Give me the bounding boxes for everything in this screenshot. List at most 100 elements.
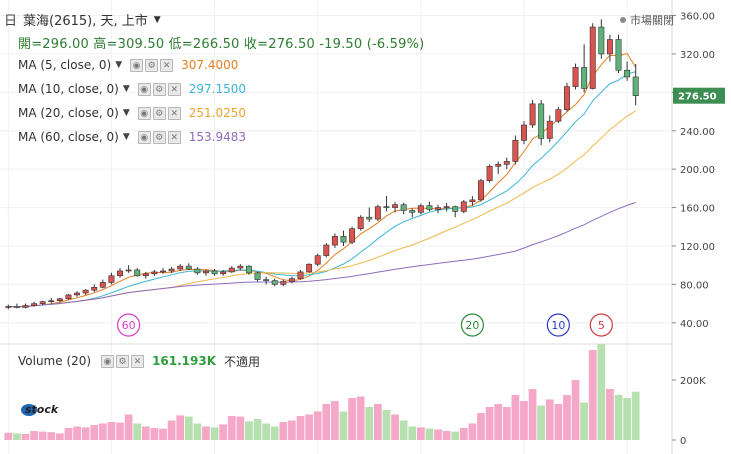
- candle-body: [39, 301, 46, 304]
- indicator-value: 307.4000: [181, 58, 239, 72]
- candle-body: [13, 306, 20, 308]
- volume-bar: [373, 404, 382, 440]
- candle-body: [426, 205, 433, 210]
- indicator-label[interactable]: Volume (20): [18, 354, 92, 368]
- gear-icon[interactable]: ⚙: [116, 354, 130, 368]
- candle-body: [581, 67, 588, 89]
- candle-body: [374, 206, 381, 220]
- volume-bar: [554, 404, 563, 440]
- candle-body: [56, 298, 63, 302]
- gear-icon[interactable]: ⚙: [145, 58, 159, 72]
- period-marker-label[interactable]: 20: [465, 319, 479, 332]
- chevron-down-icon[interactable]: ▼: [153, 14, 161, 25]
- current-price-badge[interactable]: [673, 87, 725, 104]
- candle-body: [400, 204, 407, 211]
- close-icon[interactable]: ✕: [167, 130, 181, 144]
- candle-body: [91, 286, 98, 291]
- close-icon[interactable]: ✕: [167, 82, 181, 96]
- eye-icon[interactable]: ◉: [101, 354, 115, 368]
- close-icon[interactable]: ✕: [167, 106, 181, 120]
- volume-bar: [477, 413, 485, 440]
- candle-body: [323, 244, 330, 256]
- volume-bar: [236, 416, 245, 440]
- volume-bar: [348, 398, 356, 440]
- candle-body: [563, 86, 570, 110]
- volume-bar: [339, 411, 348, 440]
- period-marker-circle[interactable]: [589, 313, 613, 337]
- gear-icon[interactable]: ⚙: [152, 82, 166, 96]
- candle-body: [237, 265, 244, 269]
- candle-body: [589, 26, 596, 89]
- indicator-ma60[interactable]: MA (60, close, 0) ▼ ◉ ⚙ ✕ 153.9483: [18, 128, 246, 146]
- volume-bar: [124, 414, 133, 440]
- gear-icon[interactable]: ⚙: [152, 106, 166, 120]
- indicator-note: 不適用: [224, 354, 261, 369]
- volume-axis[interactable]: 200K 0: [672, 376, 706, 447]
- volume-bar: [451, 431, 460, 440]
- period-marker-label[interactable]: 5: [598, 319, 605, 332]
- eye-icon[interactable]: ◉: [130, 58, 144, 72]
- volume-bar: [150, 428, 159, 440]
- price-tick-label: 320.00: [680, 50, 715, 61]
- chevron-down-icon[interactable]: ▼: [115, 60, 123, 70]
- symbol-title[interactable]: 葉海(2615), 天, 上市: [23, 14, 148, 29]
- volume-bar: [90, 425, 99, 440]
- candle-body: [392, 204, 399, 208]
- eye-icon[interactable]: ◉: [137, 106, 151, 120]
- volume-bar: [176, 415, 185, 440]
- price-tick-label: 240.00: [680, 127, 715, 138]
- price-tick-label: 200.00: [680, 165, 715, 176]
- candle-body: [632, 76, 639, 97]
- ma-line-60: [8, 202, 636, 308]
- indicator-label[interactable]: MA (60, close, 0): [18, 130, 119, 144]
- logo-text: stock: [25, 403, 59, 416]
- indicator-label[interactable]: MA (20, close, 0): [18, 106, 119, 120]
- close-icon[interactable]: ✕: [131, 354, 145, 368]
- chevron-down-icon[interactable]: ▼: [122, 132, 130, 142]
- candle-body: [512, 140, 519, 162]
- volume-bar: [202, 426, 210, 440]
- price-tick-label: 160.00: [680, 204, 715, 215]
- period-marker-label[interactable]: 60: [122, 319, 136, 332]
- indicator-ma10[interactable]: MA (10, close, 0) ▼ ◉ ⚙ ✕ 297.1500: [18, 80, 246, 98]
- volume-bar: [21, 434, 30, 440]
- candle-body: [160, 270, 166, 273]
- price-axis[interactable]: 360.00320.00280.00240.00200.00160.00120.…: [672, 12, 725, 330]
- symbol-header[interactable]: 日 葉海(2615), 天, 上市 ▼: [4, 10, 161, 29]
- indicator-volume[interactable]: Volume (20) ◉ ⚙ ✕ 161.193K 不適用: [18, 352, 260, 370]
- period-marker-circle[interactable]: [546, 313, 570, 337]
- volume-bar: [537, 405, 546, 440]
- candle-body: [74, 292, 81, 296]
- price-tick-label: 120.00: [680, 242, 715, 253]
- candle-style-icon[interactable]: 日: [4, 14, 18, 29]
- volume-bar: [296, 416, 305, 440]
- candle-body: [357, 216, 364, 229]
- indicator-ma5[interactable]: MA (5, close, 0) ▼ ◉ ⚙ ✕ 307.4000: [18, 56, 238, 74]
- volume-bar: [408, 426, 417, 440]
- ohlc-readout: 開=296.00 高=309.50 低=266.50 收=276.50 -19.…: [18, 37, 425, 52]
- period-marker-circle[interactable]: [117, 313, 141, 337]
- gear-icon[interactable]: ⚙: [152, 130, 166, 144]
- candle-body: [203, 270, 209, 274]
- period-marker-circle[interactable]: [460, 313, 485, 337]
- volume-bar: [73, 426, 81, 440]
- volume-bar: [279, 422, 288, 440]
- volume-tick-label: 0: [680, 436, 686, 447]
- logo-swoosh: [21, 404, 37, 416]
- indicator-label[interactable]: MA (10, close, 0): [18, 82, 119, 96]
- chart-grid: [0, 0, 672, 454]
- indicator-label[interactable]: MA (5, close, 0): [18, 58, 112, 72]
- period-marker-label[interactable]: 10: [551, 319, 565, 332]
- candle-body: [151, 271, 158, 275]
- eye-icon[interactable]: ◉: [137, 130, 151, 144]
- eye-icon[interactable]: ◉: [137, 82, 151, 96]
- chevron-down-icon[interactable]: ▼: [122, 108, 130, 118]
- candle-body: [306, 263, 313, 273]
- indicator-ma20[interactable]: MA (20, close, 0) ▼ ◉ ⚙ ✕ 251.0250: [18, 104, 246, 122]
- candle-body: [288, 278, 295, 282]
- volume-bar: [606, 389, 614, 440]
- volume-bar: [365, 407, 374, 440]
- chevron-down-icon[interactable]: ▼: [122, 84, 130, 94]
- close-icon[interactable]: ✕: [160, 58, 174, 72]
